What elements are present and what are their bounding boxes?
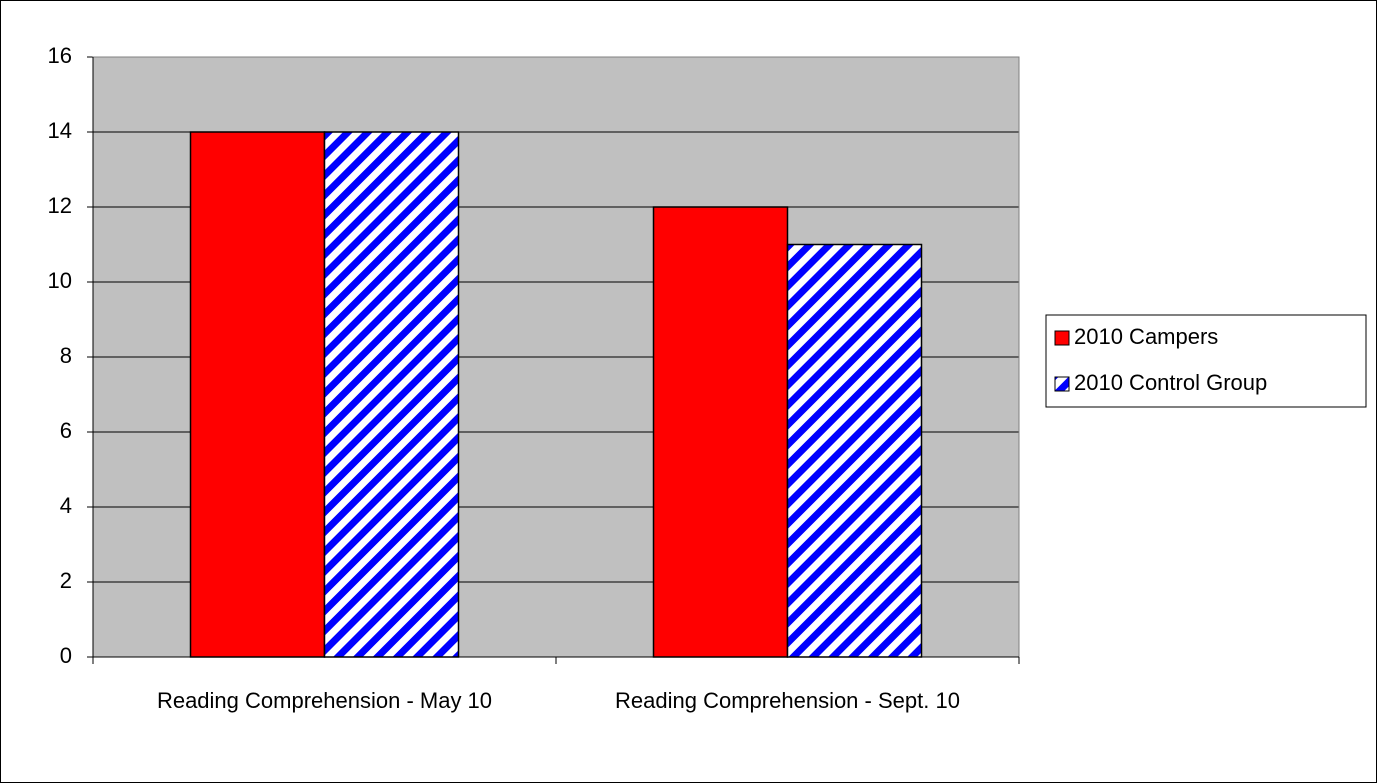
x-tick-label: Reading Comprehension - May 10 (156, 688, 493, 713)
y-tick-label: 10 (48, 268, 72, 293)
y-tick-label: 0 (60, 643, 72, 668)
bar (323, 131, 460, 658)
y-tick-label: 6 (60, 418, 72, 443)
legend-label: 2010 Control Group (1074, 370, 1267, 395)
legend-label: 2010 Campers (1074, 324, 1218, 349)
bar (652, 206, 789, 658)
y-tick-label: 8 (60, 343, 72, 368)
bar (189, 131, 326, 658)
y-tick-label: 16 (48, 43, 72, 68)
legend-swatch (1054, 376, 1070, 392)
legend-swatch (1054, 330, 1070, 346)
y-tick-label: 4 (60, 493, 72, 518)
y-tick-label: 2 (60, 568, 72, 593)
y-tick-label: 14 (48, 118, 72, 143)
y-tick-label: 12 (48, 193, 72, 218)
x-tick-label: Reading Comprehension - Sept. 10 (615, 688, 960, 713)
legend-box (1045, 314, 1367, 408)
bar (786, 243, 923, 658)
